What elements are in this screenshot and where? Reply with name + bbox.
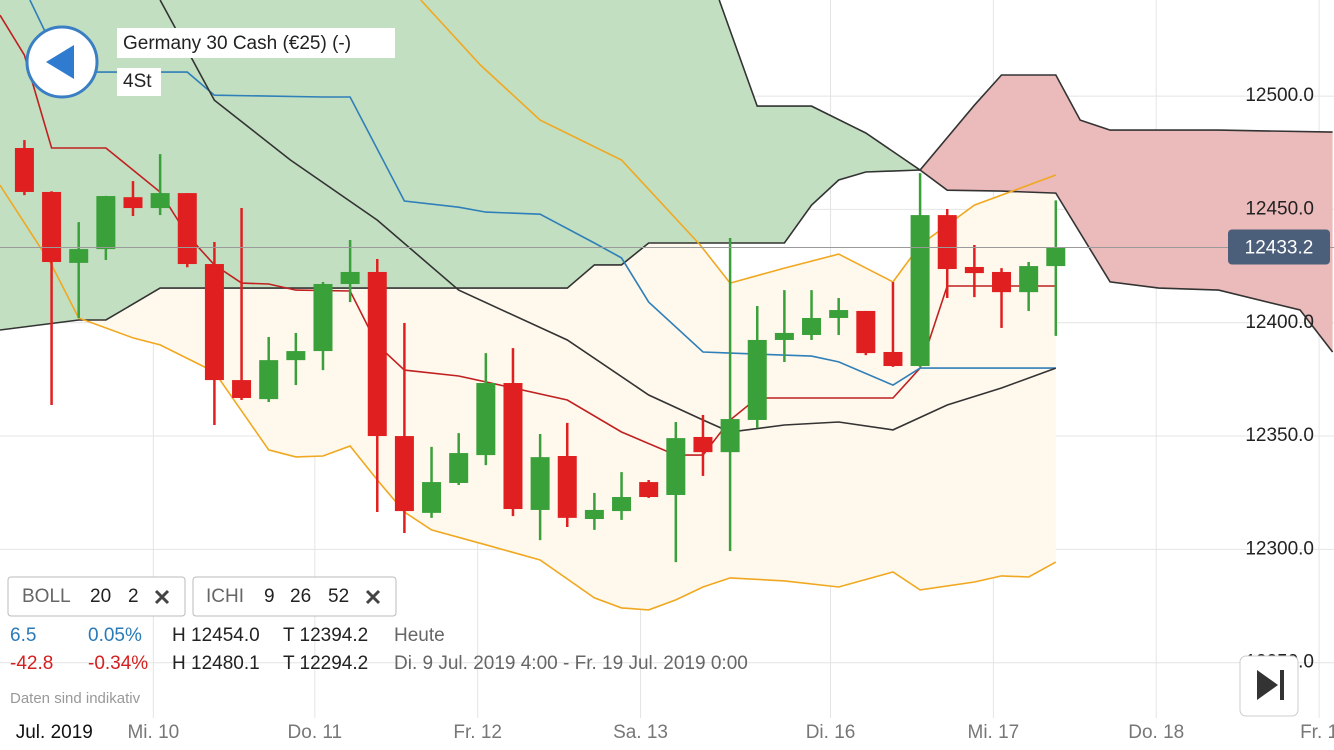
x-tick-label: Mi. 10 [127, 722, 179, 743]
candle-body [1046, 247, 1066, 267]
candle-body [367, 271, 387, 437]
x-tick-label: Do. 18 [1128, 722, 1184, 743]
cloud-fill [920, 75, 1333, 352]
y-tick-label: 12350.0 [1245, 425, 1314, 446]
x-tick-label: Mi. 17 [968, 722, 1020, 743]
interval: 4St [123, 71, 152, 92]
candle-body [96, 196, 116, 250]
change-pct: 0.05% [88, 625, 142, 646]
y-tick-label: 12500.0 [1245, 85, 1314, 106]
candle-body [177, 193, 197, 265]
indicator-param: 9 [264, 586, 275, 607]
candle-body [259, 360, 279, 400]
candle-body [232, 380, 252, 398]
candle-body [720, 419, 740, 453]
remove-icon[interactable] [154, 589, 170, 605]
candle-body [937, 215, 957, 270]
indicator-param: 20 [90, 586, 111, 607]
candle-body [639, 482, 659, 498]
candle-body [883, 351, 903, 367]
y-tick-label: 12400.0 [1245, 312, 1314, 333]
candle-body [1019, 266, 1039, 293]
change-pct: -0.34% [88, 653, 148, 674]
y-tick-label: 12300.0 [1245, 538, 1314, 559]
candle-body [14, 147, 34, 192]
candle-body [123, 197, 143, 209]
candle-body [150, 193, 170, 209]
last-price-label: 12433.2 [1245, 238, 1314, 259]
x-tick-label: Sa. 13 [613, 722, 668, 743]
last-price-badge [1228, 229, 1330, 265]
remove-icon[interactable] [365, 589, 381, 605]
candle-body [340, 271, 360, 284]
candle-body [313, 283, 333, 352]
candle-body [774, 332, 794, 340]
band-line [0, 184, 1057, 611]
candle-body [964, 266, 984, 274]
indicator-name: ICHI [206, 586, 244, 607]
low: T 12294.2 [283, 653, 368, 674]
high: H 12454.0 [172, 625, 260, 646]
period: Di. 9 Jul. 2019 4:00 - Fr. 19 Jul. 2019 … [394, 653, 748, 674]
indicator-chip[interactable] [7, 576, 186, 617]
indicator-param: 2 [128, 586, 139, 607]
candle-body [693, 436, 713, 453]
candle-body [476, 383, 496, 456]
candle-body [286, 351, 306, 361]
candle-body [856, 310, 876, 354]
jump-end-icon [1280, 670, 1284, 700]
back-icon [46, 45, 74, 79]
candle-body [204, 264, 224, 381]
jump-end-icon [1257, 670, 1278, 700]
indicator-line [29, 0, 1056, 387]
x-tick-label: Di. 16 [806, 722, 856, 743]
candle-body [69, 249, 89, 263]
indicator-param: 52 [328, 586, 349, 607]
x-tick-label: Fr. 1 [1300, 722, 1334, 743]
candle-body [666, 438, 686, 495]
candle-body [612, 497, 632, 512]
candle-body [422, 482, 442, 513]
change: 6.5 [10, 625, 36, 646]
ui-layer: Germany 30 Cash (€25) (-) 4St BOLL 20 2 … [0, 25, 1334, 750]
candle-body [910, 215, 930, 367]
indicator-name: BOLL [22, 586, 71, 607]
x-axis-highlight [0, 718, 108, 750]
high: H 12480.1 [172, 653, 260, 674]
candle-body [449, 453, 469, 483]
y-tick-label: 12450.0 [1245, 198, 1314, 219]
candle-body [829, 310, 849, 318]
candle-body [557, 456, 577, 518]
period: Heute [394, 625, 445, 646]
instrument-name: Germany 30 Cash (€25) (-) [123, 33, 351, 54]
candle-body [747, 339, 767, 420]
cloud-edge [718, 0, 1333, 172]
candle-body [802, 317, 822, 335]
candle-body [992, 271, 1012, 293]
instrument-box [117, 28, 395, 58]
candle-body [530, 457, 550, 510]
candle-body [584, 509, 604, 520]
candle-body [394, 436, 414, 512]
indicator-chip[interactable] [192, 576, 397, 617]
interval-box [117, 68, 161, 96]
x-tick-label: Do. 11 [288, 722, 343, 743]
disclaimer: Daten sind indikativ [10, 690, 141, 707]
low: T 12394.2 [283, 625, 368, 646]
x-tick-label: Fr. 12 [453, 722, 502, 743]
candle-body [42, 191, 62, 262]
indicator-param: 26 [290, 586, 311, 607]
change: -42.8 [10, 653, 53, 674]
candle-body [503, 383, 523, 510]
plot-area: 12250.012300.012350.012400.012450.012500… [0, 0, 1334, 718]
x-tick-label: Jul. 2019 [16, 722, 93, 743]
cloud-edge [0, 169, 1334, 353]
